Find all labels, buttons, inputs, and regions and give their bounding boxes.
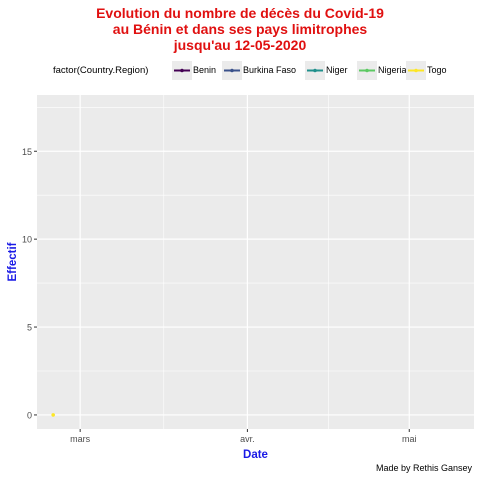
y-tick-label: 0 <box>27 410 32 420</box>
legend-key-benin <box>172 61 192 80</box>
legend-label-nigeria: Nigeria <box>378 65 407 75</box>
legend: factor(Country.Region) Benin Burkina Faso… <box>0 60 480 82</box>
legend-label-burkina-faso: Burkina Faso <box>243 65 297 75</box>
chart-title-line-1: Evolution du nombre de décès du Covid-19 <box>96 5 384 21</box>
chart-title-line-2: au Bénin et dans ses pays limitrophes <box>112 21 368 37</box>
legend-key-togo <box>406 61 426 80</box>
x-axis-title: Date <box>243 449 268 461</box>
legend-label-niger: Niger <box>326 65 348 75</box>
y-tick-label: 10 <box>22 235 32 245</box>
x-tick-label: avr. <box>240 434 255 444</box>
y-tick-label: 15 <box>22 147 32 157</box>
chart-title-line-3: jusqu'au 12-05-2020 <box>173 37 307 53</box>
y-tick-label: 5 <box>27 323 32 333</box>
plot-panel <box>37 95 474 429</box>
caption: Made by Rethis Gansey <box>375 463 472 473</box>
y-axis-title: Effectif <box>7 242 19 281</box>
legend-key-burkina-faso <box>222 61 242 80</box>
legend-label-togo: Togo <box>427 65 447 75</box>
legend-key-nigeria <box>357 61 377 80</box>
legend-key-niger <box>305 61 325 80</box>
legend-title: factor(Country.Region) <box>53 65 149 76</box>
legend-label-benin: Benin <box>193 65 217 75</box>
x-tick-label: mars <box>70 434 90 444</box>
x-tick-label: mai <box>402 434 417 444</box>
data-point-togo <box>51 413 55 417</box>
